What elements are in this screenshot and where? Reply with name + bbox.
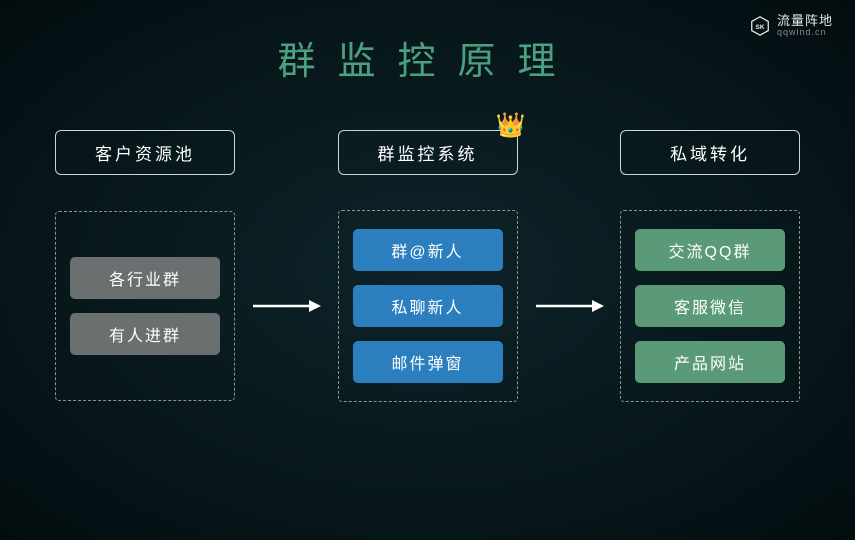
list-item: 各行业群: [70, 257, 220, 299]
page-title: 群监控原理: [0, 0, 855, 85]
body-row: 各行业群 有人进群 群@新人 私聊新人 邮件弹窗 交流QQ群 客服微信 产品网站: [0, 210, 855, 402]
hexagon-icon: SK: [749, 15, 771, 37]
logo-subtitle: qqwind.cn: [777, 28, 833, 38]
crown-icon: 👑: [496, 111, 529, 140]
list-item: 群@新人: [353, 229, 503, 271]
column-box-1: 群@新人 私聊新人 邮件弹窗: [338, 210, 518, 402]
list-item: 产品网站: [635, 341, 785, 383]
list-item: 客服微信: [635, 285, 785, 327]
arrow-icon: [251, 296, 321, 316]
arrow-icon: [534, 296, 604, 316]
list-item: 邮件弹窗: [353, 341, 503, 383]
svg-text:SK: SK: [756, 24, 765, 31]
column-box-2: 交流QQ群 客服微信 产品网站: [620, 210, 800, 402]
headers-row: 客户资源池 群监控系统 👑 私域转化: [0, 130, 855, 175]
brand-logo: SK 流量阵地 qqwind.cn: [749, 14, 833, 38]
list-item: 有人进群: [70, 313, 220, 355]
column-header-0: 客户资源池: [55, 130, 235, 175]
header-label: 私域转化: [670, 145, 750, 164]
column-header-1: 群监控系统 👑: [338, 130, 518, 175]
header-label: 群监控系统: [378, 145, 478, 164]
list-item: 私聊新人: [353, 285, 503, 327]
header-label: 客户资源池: [95, 145, 195, 164]
column-box-0: 各行业群 有人进群: [55, 211, 235, 401]
list-item: 交流QQ群: [635, 229, 785, 271]
column-header-2: 私域转化: [620, 130, 800, 175]
logo-title: 流量阵地: [777, 14, 833, 28]
